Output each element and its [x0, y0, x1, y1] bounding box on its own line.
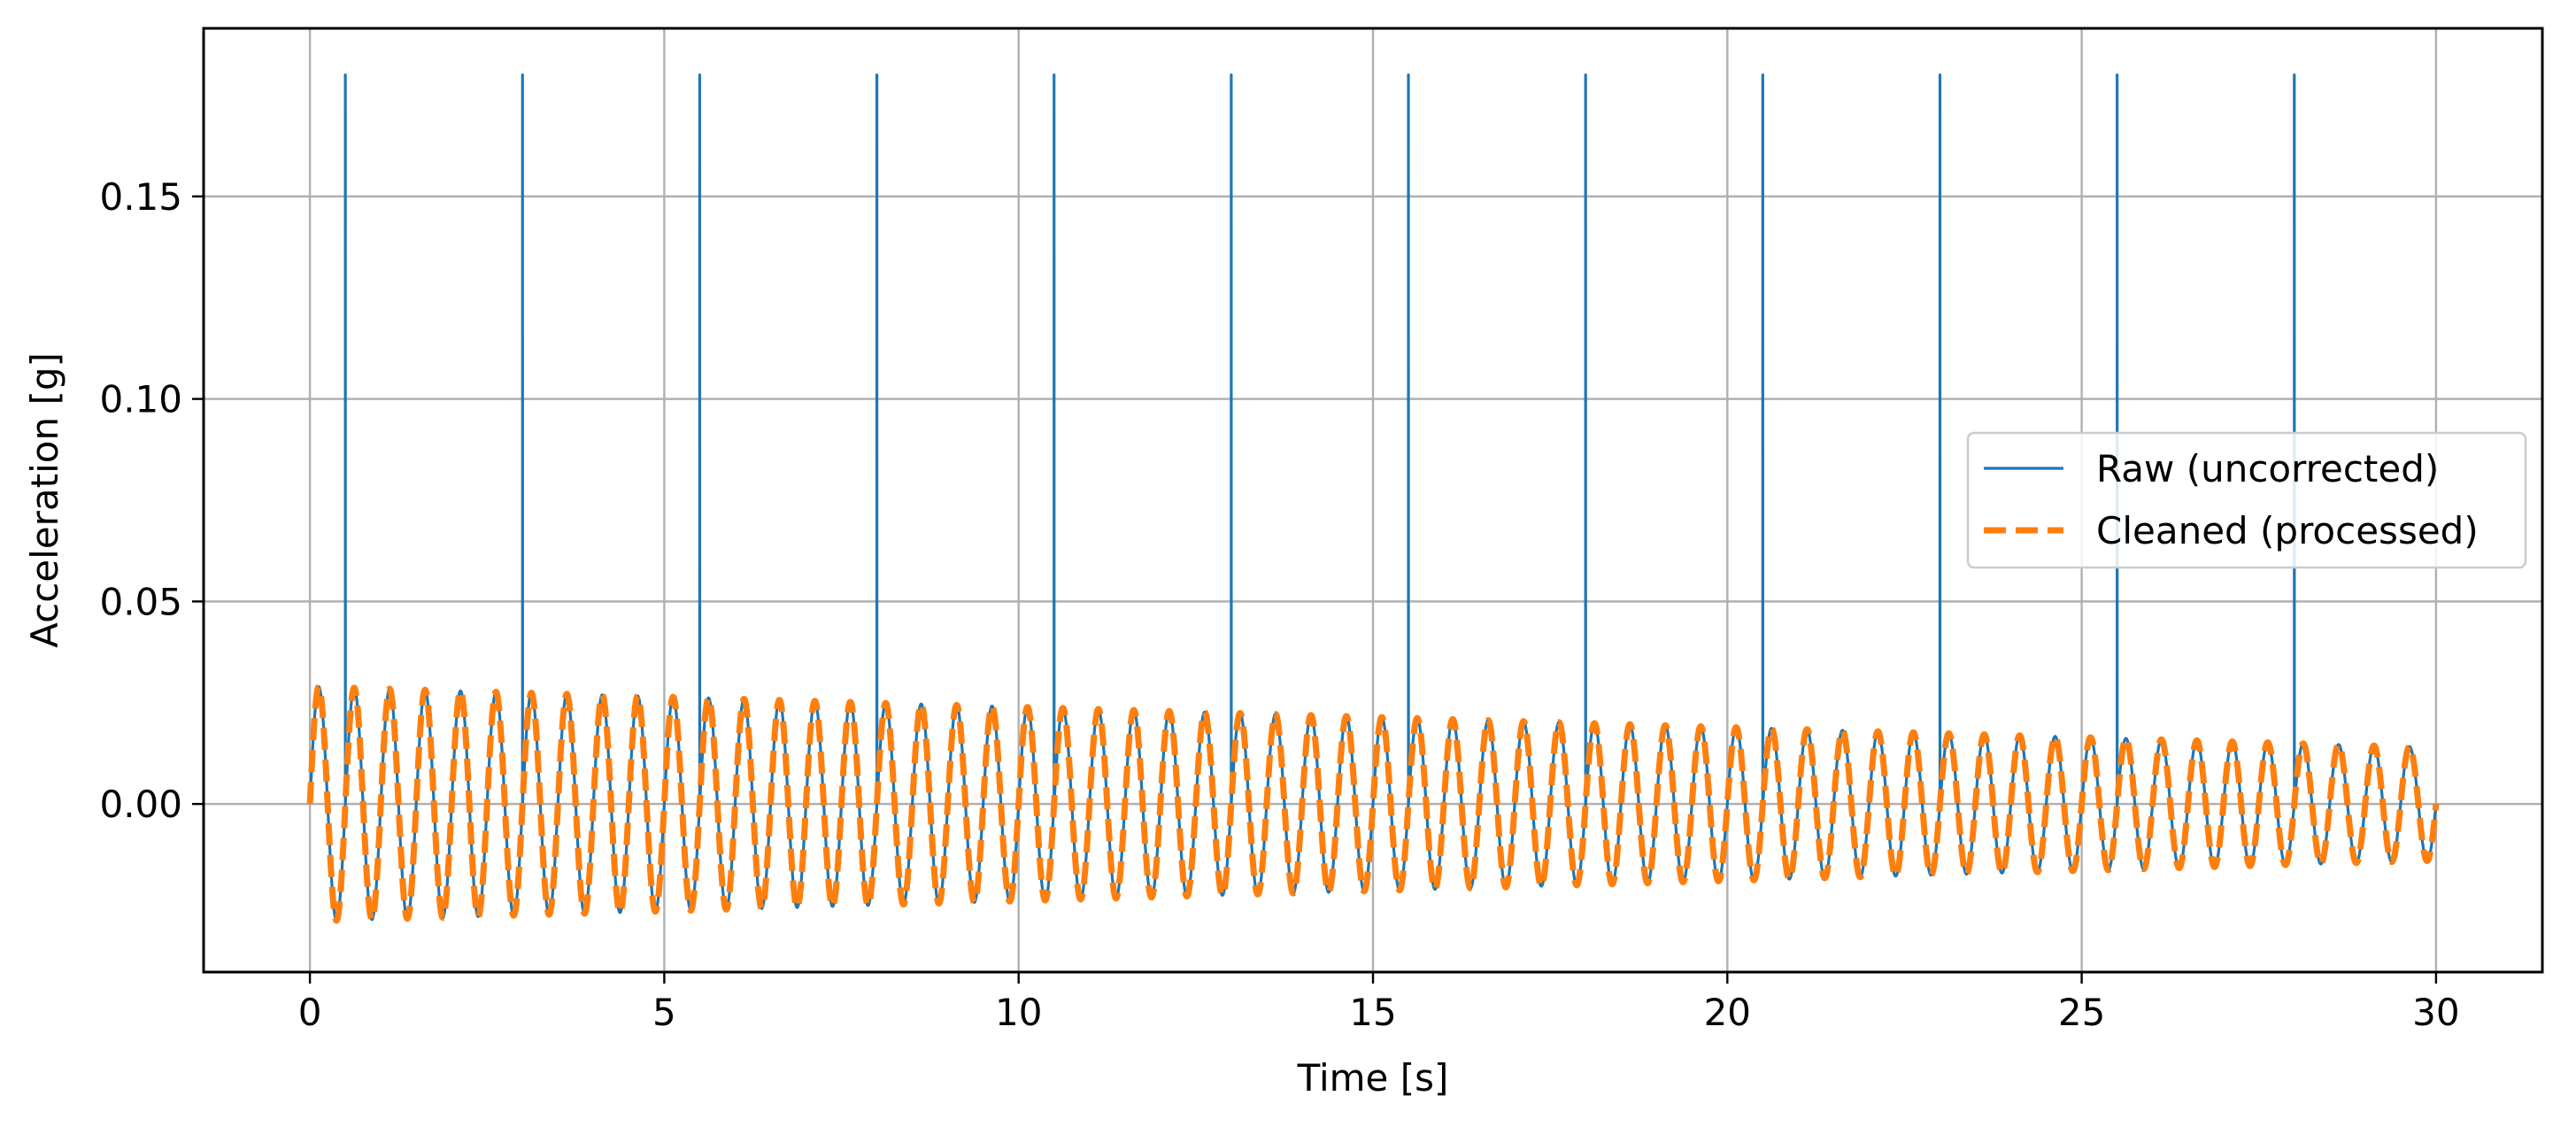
- x-tick-label: 20: [1704, 991, 1751, 1034]
- x-tick-label: 0: [298, 991, 322, 1034]
- series-line-cleaned: [306, 683, 2440, 924]
- x-tick-label: 10: [995, 991, 1042, 1034]
- legend: Raw (uncorrected) Cleaned (processed): [1966, 431, 2527, 569]
- x-tick-label: 25: [2058, 991, 2105, 1034]
- y-tick-label: 0.10: [99, 378, 182, 421]
- x-tick-label: 15: [1349, 991, 1396, 1034]
- x-axis-label: Time [s]: [1297, 1056, 1449, 1100]
- legend-label-cleaned: Cleaned (processed): [2096, 509, 2479, 552]
- x-tick-label: 5: [652, 991, 676, 1034]
- y-tick-label: 0.15: [99, 175, 182, 219]
- y-axis-label: Acceleration [g]: [23, 352, 66, 648]
- y-tick-label: 0.05: [99, 580, 182, 623]
- plot-area: [306, 73, 2440, 924]
- x-tick-label: 30: [2412, 991, 2459, 1034]
- y-tick-label: 0.00: [99, 783, 182, 826]
- legend-label-raw: Raw (uncorrected): [2096, 447, 2439, 490]
- ticks: 0 5 10 15 20 25 30 0.00 0.05 0.10 0.15: [99, 175, 2459, 1034]
- legend-box: [1966, 431, 2527, 569]
